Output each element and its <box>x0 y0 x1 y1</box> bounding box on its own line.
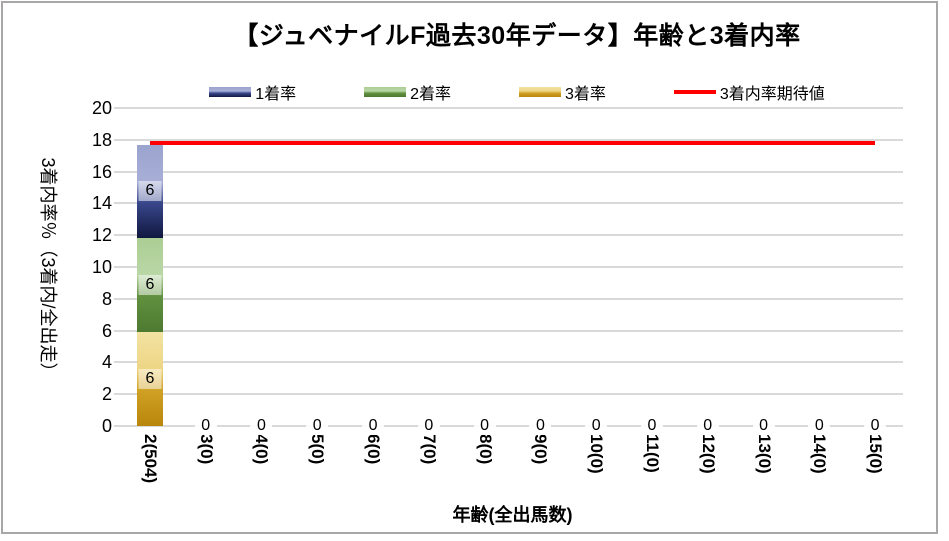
x-tick-label: 12(0) <box>698 434 718 474</box>
y-tick-label: 18 <box>91 129 112 150</box>
chart-border <box>1 1 938 534</box>
zero-data-label: 0 <box>306 416 329 435</box>
grid-line <box>122 138 903 141</box>
x-tick-label: 7(0) <box>419 434 439 465</box>
bar-segment-label: 6 <box>138 181 162 202</box>
x-tick-label: 2(504) <box>140 434 160 484</box>
bar-segment-label: 6 <box>138 369 162 390</box>
x-tick-label: 3(0) <box>196 434 216 465</box>
grid-line <box>122 393 903 396</box>
zero-data-label: 0 <box>250 416 273 435</box>
zero-data-label: 0 <box>864 416 887 435</box>
x-tick-label: 13(0) <box>754 434 774 474</box>
x-tick-label: 14(0) <box>810 434 830 474</box>
zero-data-label: 0 <box>808 416 831 435</box>
y-tick-label: 16 <box>91 161 112 182</box>
grid-line <box>122 107 903 109</box>
zero-data-label: 0 <box>696 416 719 435</box>
legend-label: 3着率 <box>565 86 606 103</box>
grid-line <box>122 425 903 427</box>
y-tick-label: 4 <box>101 352 112 373</box>
x-tick-label: 4(0) <box>252 434 272 465</box>
legend-item: 3着内率期待値 <box>673 80 825 104</box>
bar-segment: 6 <box>136 144 163 239</box>
legend-label: 3着内率期待値 <box>719 86 825 103</box>
legend-item: 1着率 <box>209 80 296 104</box>
grid-line <box>122 329 903 332</box>
zero-data-label: 0 <box>417 416 440 435</box>
zero-data-label: 0 <box>362 416 385 435</box>
grid-line <box>122 202 903 205</box>
y-tick-mark <box>114 202 122 205</box>
y-tick-mark <box>114 393 122 396</box>
bar-segment-label: 6 <box>138 275 162 296</box>
zero-data-label: 0 <box>473 416 496 435</box>
zero-data-label: 0 <box>640 416 663 435</box>
chart-title: 【ジュベナイルF過去30年データ】年齢と3着内率 <box>233 22 801 50</box>
grid-line <box>122 297 903 300</box>
x-tick-label: 6(0) <box>364 434 384 465</box>
grid-line <box>122 234 903 237</box>
legend-label: 1着率 <box>255 86 297 103</box>
y-tick-mark <box>114 266 122 268</box>
x-tick-label: 15(0) <box>866 434 886 474</box>
y-tick-mark <box>114 425 122 427</box>
y-tick-mark <box>114 170 122 173</box>
y-tick-mark <box>114 297 122 300</box>
legend-line-swatch <box>673 90 716 94</box>
y-tick-mark <box>114 234 122 237</box>
y-tick-label: 6 <box>101 320 112 341</box>
legend-label: 2着率 <box>410 86 451 103</box>
zero-data-label: 0 <box>529 416 552 435</box>
x-tick-label: 11(0) <box>642 434 662 473</box>
bar-segment: 6 <box>136 332 163 426</box>
x-tick-label: 10(0) <box>587 434 607 474</box>
y-tick-mark <box>114 107 122 109</box>
y-tick-mark <box>114 138 122 141</box>
y-tick-label: 14 <box>91 193 112 214</box>
zero-data-label: 0 <box>194 416 217 435</box>
legend: 1着率 2着率 3着率 3着内率期待値 <box>122 80 912 104</box>
grid-line <box>122 361 903 364</box>
expected-value-line <box>149 140 876 145</box>
grid-line <box>122 266 903 268</box>
y-tick-mark <box>114 329 122 332</box>
y-tick-label: 2 <box>101 384 112 405</box>
y-tick-label: 10 <box>91 257 112 277</box>
y-tick-label: 20 <box>91 98 112 118</box>
x-tick-label: 5(0) <box>308 434 328 465</box>
zero-data-label: 0 <box>585 416 608 435</box>
x-tick-label: 8(0) <box>475 434 495 465</box>
plot-area: 6 6 6 0 0 0 0 0 0 0 0 0 0 0 0 0 <box>122 107 903 435</box>
x-axis-title: 年齢(全出馬数) <box>452 505 573 525</box>
bar-segment: 6 <box>136 238 163 333</box>
y-tick-mark <box>114 361 122 364</box>
legend-swatch <box>364 87 407 97</box>
legend-swatch <box>519 87 561 97</box>
legend-item: 2着率 <box>364 80 451 104</box>
legend-item: 3着率 <box>519 80 606 104</box>
grid-line <box>122 170 903 173</box>
y-tick-label: 12 <box>91 225 112 246</box>
x-tick-label: 9(0) <box>531 434 551 465</box>
y-tick-label: 0 <box>101 416 112 436</box>
y-tick-label: 8 <box>101 288 112 309</box>
zero-data-label: 0 <box>752 416 775 435</box>
legend-swatch <box>209 87 252 97</box>
